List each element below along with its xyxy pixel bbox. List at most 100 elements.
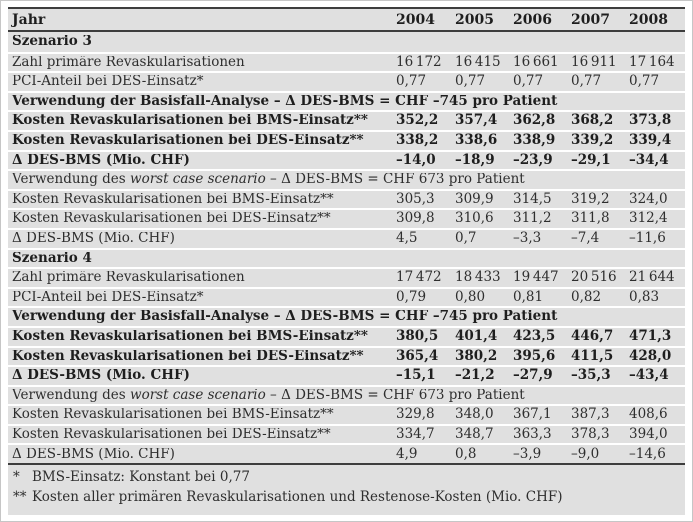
cell-value: 365,4 xyxy=(396,347,439,364)
section-label: Verwendung des worst case scenario – Δ D… xyxy=(8,173,685,187)
row-label: Kosten Revaskularisationen bei BMS-Einsa… xyxy=(12,329,368,344)
cell-value: –14,6 xyxy=(629,445,666,462)
table-body: Szenario 3 Zahl primäre Revaskularisatio… xyxy=(8,32,685,463)
row-szenario-3: Szenario 3 xyxy=(8,32,685,52)
section-label: Szenario 3 xyxy=(12,35,92,49)
table-row: Δ DES-BMS (Mio. CHF) 4,5 0,7 –3,3 –7,4 –… xyxy=(8,227,685,248)
cell-value: 0,8 xyxy=(455,445,477,462)
cell-value: 446,7 xyxy=(571,327,614,344)
cell-value: –27,9 xyxy=(513,367,553,384)
cell-value: 4,9 xyxy=(396,445,418,462)
row-label: Kosten Revaskularisationen bei BMS-Einsa… xyxy=(12,408,334,422)
column-header-year: 2006 xyxy=(513,11,552,28)
cell-value: 16 661 xyxy=(513,53,559,70)
row-label: PCI-Anteil bei DES-Einsatz* xyxy=(12,290,204,305)
column-header-year: 2007 xyxy=(571,11,610,28)
cell-value: 0,77 xyxy=(571,73,602,90)
row-label: Kosten Revaskularisationen bei DES-Einsa… xyxy=(12,134,364,148)
cell-value: 324,0 xyxy=(629,190,668,207)
section-label-italic: worst case scenario xyxy=(130,388,266,403)
cell-value: 20 516 xyxy=(571,269,617,286)
column-header-year: 2008 xyxy=(629,11,668,28)
row-worstcase-header: Verwendung des worst case scenario – Δ D… xyxy=(8,169,685,189)
table-row: Kosten Revaskularisationen bei DES-Einsa… xyxy=(8,345,685,366)
row-basisfall-header: Verwendung der Basisfall-Analyse – Δ DES… xyxy=(8,306,685,326)
cell-value: 380,5 xyxy=(396,327,439,344)
cell-value: 305,3 xyxy=(396,190,435,207)
cell-value: 16 911 xyxy=(571,53,617,70)
cell-value: 348,0 xyxy=(455,406,494,423)
cell-value: –18,9 xyxy=(455,151,495,168)
cell-value: 0,77 xyxy=(513,73,544,90)
table-row: Δ DES-BMS (Mio. CHF) –14,0 –18,9 –23,9 –… xyxy=(8,149,685,170)
table-row: PCI-Anteil bei DES-Einsatz* 0,77 0,77 0,… xyxy=(8,71,685,91)
section-label-prefix: Verwendung des xyxy=(12,388,131,403)
cell-value: –3,9 xyxy=(513,445,542,462)
cell-value: 395,6 xyxy=(513,347,556,364)
cell-value: 311,8 xyxy=(571,210,610,227)
cell-value: –3,3 xyxy=(513,229,542,246)
row-label: Δ DES-BMS (Mio. CHF) xyxy=(12,369,190,383)
cell-value: 17 472 xyxy=(396,269,442,286)
cell-value: 368,2 xyxy=(571,112,614,129)
row-label: Δ DES-BMS (Mio. CHF) xyxy=(12,153,190,168)
table-row: Kosten Revaskularisationen bei BMS-Einsa… xyxy=(8,325,685,346)
cell-value: 329,8 xyxy=(396,406,435,423)
row-label: Kosten Revaskularisationen bei DES-Einsa… xyxy=(12,427,331,442)
cell-value: 471,3 xyxy=(629,327,672,344)
table-row: Δ DES-BMS (Mio. CHF) –15,1 –21,2 –27,9 –… xyxy=(8,365,685,385)
cell-value: 339,4 xyxy=(629,132,672,149)
cell-value: 0,77 xyxy=(396,73,427,90)
cell-value: 309,8 xyxy=(396,210,435,227)
cell-value: –35,3 xyxy=(571,367,611,384)
cell-value: –29,1 xyxy=(571,151,611,168)
cell-value: 348,7 xyxy=(455,425,494,442)
cell-value: –43,4 xyxy=(629,367,669,384)
cell-value: 363,3 xyxy=(513,425,552,442)
cell-value: –23,9 xyxy=(513,151,553,168)
table-row: PCI-Anteil bei DES-Einsatz* 0,79 0,80 0,… xyxy=(8,286,685,307)
row-label: Kosten Revaskularisationen bei DES-Einsa… xyxy=(12,212,331,226)
section-label: Szenario 4 xyxy=(12,251,92,266)
cell-value: 309,9 xyxy=(455,190,494,207)
cell-value: –7,4 xyxy=(571,229,600,246)
cell-value: 338,6 xyxy=(455,132,498,149)
cell-value: 401,4 xyxy=(455,327,498,344)
table-row: Kosten Revaskularisationen bei BMS-Einsa… xyxy=(8,404,685,424)
cell-value: 0,82 xyxy=(571,288,602,305)
footnote: ** Kosten aller primären Revaskularisati… xyxy=(8,488,685,508)
row-label: Zahl primäre Revaskularisationen xyxy=(12,271,245,285)
cell-value: 21 644 xyxy=(629,269,675,286)
cell-value: 373,8 xyxy=(629,112,672,129)
footnote-text: BMS-Einsatz: Konstant bei 0,77 xyxy=(32,469,250,486)
table: Jahr 2004 2005 2006 2007 2008 Szenario 3… xyxy=(8,7,685,515)
section-label-suffix: – Δ DES-BMS = CHF 673 pro Patient xyxy=(265,173,525,187)
table-row: Kosten Revaskularisationen bei BMS-Einsa… xyxy=(8,188,685,209)
cell-value: –34,4 xyxy=(629,151,669,168)
cell-value: 0,80 xyxy=(455,288,486,305)
cell-value: 0,81 xyxy=(513,288,544,305)
cell-value: –9,0 xyxy=(571,445,600,462)
cell-value: 339,2 xyxy=(571,132,614,149)
table-row: Zahl primäre Revaskularisationen 17 472 … xyxy=(8,267,685,287)
row-basisfall-header: Verwendung der Basisfall-Analyse – Δ DES… xyxy=(8,90,685,111)
cell-value: 0,83 xyxy=(629,288,660,305)
table-header-row: Jahr 2004 2005 2006 2007 2008 xyxy=(8,9,685,32)
cell-value: 378,3 xyxy=(571,425,610,442)
cell-value: –14,0 xyxy=(396,151,436,168)
cell-value: 428,0 xyxy=(629,347,672,364)
row-label: Zahl primäre Revaskularisationen xyxy=(12,55,245,70)
cell-value: 16 172 xyxy=(396,53,442,70)
cell-value: 380,2 xyxy=(455,347,498,364)
section-label: Verwendung des worst case scenario – Δ D… xyxy=(8,389,685,403)
row-worstcase-header: Verwendung des worst case scenario – Δ D… xyxy=(8,384,685,405)
cell-value: 19 447 xyxy=(513,269,559,286)
table-footnotes: * BMS-Einsatz: Konstant bei 0,77 ** Kost… xyxy=(8,463,685,515)
section-label: Verwendung der Basisfall-Analyse – Δ DES… xyxy=(12,94,558,109)
row-label: Kosten Revaskularisationen bei BMS-Einsa… xyxy=(12,114,368,128)
cell-value: –15,1 xyxy=(396,367,436,384)
cell-value: 314,5 xyxy=(513,190,552,207)
cell-value: 423,5 xyxy=(513,327,556,344)
cell-value: 394,0 xyxy=(629,425,668,442)
cell-value: 16 415 xyxy=(455,53,501,70)
